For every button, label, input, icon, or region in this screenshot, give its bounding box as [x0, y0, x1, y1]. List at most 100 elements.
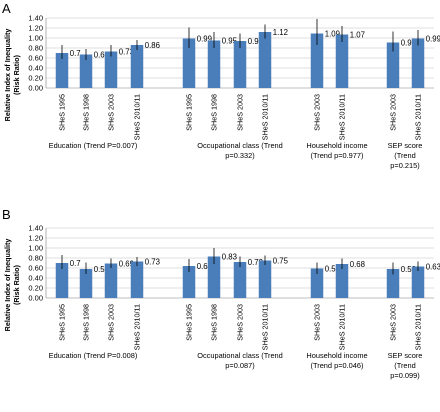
group-label: (Trend p=0.977)	[311, 151, 364, 160]
group-label: Household income	[306, 141, 367, 150]
bar	[207, 256, 221, 298]
x-category-label: SHeS 2003	[236, 94, 245, 131]
bar	[79, 54, 93, 88]
y-tick-label: 0.00	[28, 84, 43, 93]
data-label: 0.7	[70, 259, 81, 268]
x-category-label: SHeS 1995	[58, 304, 67, 341]
y-axis-title: (Risk Ratio)	[12, 54, 21, 95]
bar	[130, 261, 144, 298]
data-label: 1.09	[325, 30, 340, 39]
x-category-label: SHeS 2010/11	[338, 304, 347, 350]
y-tick-label: 1.40	[28, 224, 43, 233]
y-tick-label: 0.00	[28, 294, 43, 303]
group-label: (Trend p=0.046)	[311, 361, 364, 370]
x-category-label: SHeS 1995	[185, 94, 194, 131]
x-category-label: SHeS 2003	[107, 94, 116, 131]
data-label: 0.94	[248, 37, 264, 46]
group-label: Occupational class (Trend	[197, 141, 283, 150]
y-tick-label: 0.80	[28, 254, 43, 263]
bar	[130, 45, 144, 88]
data-label: 0.73	[145, 258, 160, 267]
bar	[233, 41, 247, 88]
x-category-label: SHeS 2010/11	[414, 304, 423, 350]
x-category-label: SHeS 2010/11	[133, 94, 142, 140]
group-label: p=0.332)	[225, 151, 254, 160]
group-label: SEP score	[388, 351, 423, 360]
x-category-label: SHeS 2003	[313, 94, 322, 131]
group-label: (Trend	[394, 151, 416, 160]
group-label: p=0.215)	[390, 161, 419, 170]
bar	[182, 38, 196, 88]
bar	[310, 268, 324, 298]
y-tick-label: 1.00	[28, 244, 43, 253]
bar	[79, 269, 93, 298]
x-category-label: SHeS 2003	[107, 304, 116, 341]
data-label: 0.75	[273, 257, 289, 266]
bar	[207, 40, 221, 88]
x-category-label: SHeS 1998	[82, 304, 91, 341]
y-tick-label: 0.60	[28, 264, 43, 273]
group-label: Education (Trend P=0.008)	[49, 351, 138, 360]
bar	[182, 266, 196, 298]
data-label: 0.69	[119, 260, 134, 269]
x-category-label: SHeS 2003	[313, 304, 322, 341]
data-label: 0.64	[197, 262, 213, 271]
x-category-label: SHeS 1998	[82, 94, 91, 131]
data-label: 1.07	[350, 31, 365, 40]
x-category-label: SHeS 1998	[210, 304, 219, 341]
bar	[386, 269, 400, 298]
group-label: SEP score	[388, 141, 423, 150]
data-label: 0.59	[325, 265, 340, 274]
x-category-label: SHeS 2003	[389, 304, 398, 341]
data-label: 0.58	[94, 265, 109, 274]
group-label: Education (Trend P=0.007)	[49, 141, 138, 150]
bar	[335, 264, 349, 298]
y-tick-label: 0.60	[28, 54, 43, 63]
data-label: 0.7	[70, 49, 81, 58]
bar	[55, 263, 69, 298]
data-label: 0.99	[426, 35, 440, 44]
y-tick-label: 1.40	[28, 14, 43, 23]
x-category-label: SHeS 1998	[210, 94, 219, 131]
x-category-label: SHeS 1995	[58, 94, 67, 131]
group-label: Household income	[306, 351, 367, 360]
x-category-label: SHeS 2010/11	[261, 304, 270, 350]
group-label: (Trend	[394, 361, 416, 370]
y-axis-title: (Risk Ratio)	[12, 264, 21, 305]
x-category-label: SHeS 2003	[389, 94, 398, 131]
y-tick-label: 0.40	[28, 64, 43, 73]
y-tick-label: 0.20	[28, 74, 43, 83]
group-label: p=0.087)	[225, 361, 254, 370]
x-category-label: SHeS 2003	[236, 304, 245, 341]
data-label: 0.58	[401, 265, 416, 274]
bar	[411, 38, 425, 88]
panel-label: A	[2, 1, 11, 16]
y-tick-label: 1.20	[28, 234, 43, 243]
y-tick-label: 1.00	[28, 34, 43, 43]
y-tick-label: 0.80	[28, 44, 43, 53]
data-label: 0.72	[248, 258, 263, 267]
bar	[104, 263, 118, 298]
data-label: 0.73	[119, 48, 134, 57]
x-category-label: SHeS 2010/11	[338, 94, 347, 140]
bar	[258, 32, 272, 88]
data-label: 0.68	[350, 260, 365, 269]
y-tick-label: 1.20	[28, 24, 43, 33]
data-label: 0.86	[145, 41, 160, 50]
y-axis-title: Relative Index of Inequality	[3, 29, 12, 122]
bar	[233, 262, 247, 298]
data-label: 0.91	[401, 39, 416, 48]
x-category-label: SHeS 2010/11	[261, 94, 270, 140]
bar	[104, 51, 118, 88]
bar	[335, 34, 349, 88]
group-label: Occupational class (Trend	[197, 351, 283, 360]
y-tick-label: 0.40	[28, 274, 43, 283]
bar	[310, 33, 324, 88]
data-label: 1.12	[273, 28, 288, 37]
x-category-label: SHeS 2010/11	[133, 304, 142, 350]
group-label: p=0.099)	[390, 371, 419, 380]
x-category-label: SHeS 1995	[185, 304, 194, 341]
data-label: 0.67	[94, 51, 109, 60]
data-label: 0.83	[222, 253, 237, 262]
data-label: 0.95	[222, 37, 238, 46]
